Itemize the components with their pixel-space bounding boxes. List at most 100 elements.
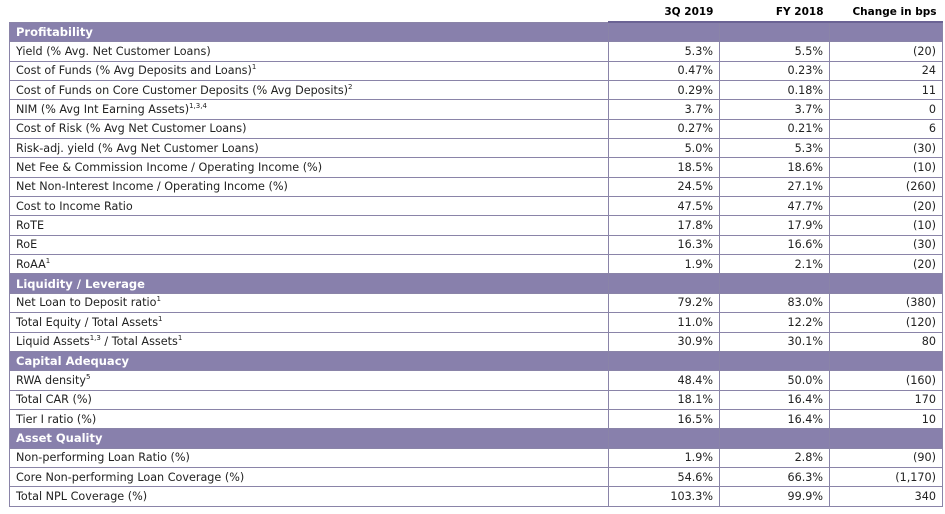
row-label: RoTE [9, 215, 609, 236]
value-fy2018: 17.9% [719, 215, 830, 236]
table-row: Total CAR (%) 18.1% 16.4% 170 [9, 389, 943, 410]
table-row: Net Loan to Deposit ratio1 79.2% 83.0% (… [9, 292, 943, 314]
value-fy2018: 27.1% [719, 176, 830, 198]
section-capital-adequacy: Capital Adequacy [9, 350, 943, 372]
value-change: (1,170) [829, 466, 943, 488]
section-title: Liquidity / Leverage [9, 273, 609, 294]
row-label: Tier I ratio (%) [9, 408, 609, 430]
value-change: (120) [829, 312, 943, 333]
value-fy2018: 0.23% [719, 60, 830, 82]
row-label: RoAA1 [9, 254, 609, 275]
value-change: 80 [829, 331, 943, 352]
value-change: 24 [829, 60, 943, 82]
row-label: Cost to Income Ratio [9, 196, 609, 217]
row-label: Net Loan to Deposit ratio1 [9, 292, 609, 314]
value-3q2019: 0.29% [608, 80, 720, 101]
value-3q2019: 18.5% [608, 157, 720, 178]
value-fy2018: 12.2% [719, 312, 830, 333]
footnote-ref: 5 [86, 372, 91, 381]
value-fy2018: 0.18% [719, 80, 830, 101]
value-fy2018: 99.9% [719, 486, 830, 507]
value-fy2018: 18.6% [719, 157, 830, 178]
value-3q2019: 16.3% [608, 234, 720, 256]
section-asset-quality: Asset Quality [9, 428, 943, 449]
row-label: NIM (% Avg Int Earning Assets)1,3,4 [9, 99, 609, 120]
table-row: Yield (% Avg. Net Customer Loans) 5.3% 5… [9, 41, 943, 62]
header-3q2019: 3Q 2019 [608, 2, 720, 23]
value-fy2018: 3.7% [719, 99, 830, 120]
value-change: 0 [829, 99, 943, 120]
header-blank [10, 2, 609, 22]
footnote-ref: 1,3,4 [189, 102, 207, 111]
value-3q2019: 16.5% [608, 408, 720, 430]
value-3q2019: 54.6% [608, 466, 720, 488]
footnote-ref: 1 [177, 334, 183, 343]
value-change: (10) [829, 157, 943, 178]
table-row: Total NPL Coverage (%) 103.3% 99.9% 340 [9, 486, 943, 507]
value-fy2018: 16.4% [719, 389, 830, 410]
footnote-ref: 1 [251, 63, 257, 72]
value-3q2019: 103.3% [608, 486, 720, 507]
section-profitability: Profitability [9, 21, 943, 43]
value-3q2019: 17.8% [608, 215, 720, 236]
kpi-table: 3Q 2019 FY 2018 Change in bps Profitabil… [9, 2, 943, 507]
table-row: Cost to Income Ratio 47.5% 47.7% (20) [9, 196, 943, 217]
value-3q2019: 0.27% [608, 118, 720, 140]
value-3q2019: 1.9% [608, 254, 720, 275]
section-liquidity: Liquidity / Leverage [9, 273, 943, 294]
value-change: (380) [829, 292, 943, 314]
value-3q2019: 18.1% [608, 389, 720, 410]
table-row: Total Equity / Total Assets1 11.0% 12.2%… [9, 312, 943, 333]
value-change: 6 [829, 118, 943, 140]
footnote-ref: 1 [156, 295, 161, 304]
table-row: Core Non-performing Loan Coverage (%) 54… [9, 466, 943, 488]
section-title: Asset Quality [9, 428, 609, 449]
value-fy2018: 16.4% [719, 408, 830, 430]
row-label: Net Non-Interest Income / Operating Inco… [9, 176, 609, 198]
table-row: RoAA1 1.9% 2.1% (20) [9, 254, 943, 275]
value-change: 11 [829, 80, 943, 101]
row-label: Yield (% Avg. Net Customer Loans) [9, 41, 609, 62]
value-3q2019: 0.47% [608, 60, 720, 82]
value-3q2019: 1.9% [608, 447, 720, 468]
value-change: (10) [829, 215, 943, 236]
value-change: (90) [829, 447, 943, 468]
row-label: Core Non-performing Loan Coverage (%) [9, 466, 609, 488]
row-label: Cost of Risk (% Avg Net Customer Loans) [9, 118, 609, 140]
row-label: Cost of Funds (% Avg Deposits and Loans)… [9, 60, 609, 82]
value-3q2019: 79.2% [608, 292, 720, 314]
value-3q2019: 48.4% [608, 370, 720, 391]
value-3q2019: 24.5% [608, 176, 720, 198]
value-3q2019: 11.0% [608, 312, 720, 333]
value-fy2018: 2.1% [719, 254, 830, 275]
value-fy2018: 30.1% [719, 331, 830, 352]
header-row: 3Q 2019 FY 2018 Change in bps [10, 2, 943, 23]
value-fy2018: 5.3% [719, 138, 830, 159]
value-fy2018: 2.8% [719, 447, 830, 468]
header-fy2018: FY 2018 [719, 2, 830, 23]
row-label: Cost of Funds on Core Customer Deposits … [9, 80, 609, 101]
footnote-ref: 2 [348, 82, 353, 91]
row-label: Liquid Assets1,3 / Total Assets1 [9, 331, 609, 352]
footnote-ref: 1 [158, 314, 163, 323]
value-fy2018: 16.6% [719, 234, 830, 256]
table-row: Liquid Assets1,3 / Total Assets1 30.9% 3… [9, 331, 943, 352]
value-fy2018: 66.3% [719, 466, 830, 488]
value-change: 10 [829, 408, 943, 430]
value-change: (20) [829, 196, 943, 217]
table-row: Non-performing Loan Ratio (%) 1.9% 2.8% … [9, 447, 943, 468]
row-label: Total Equity / Total Assets1 [9, 312, 609, 333]
value-3q2019: 5.0% [608, 138, 720, 159]
row-label: RoE [9, 234, 609, 256]
value-3q2019: 30.9% [608, 331, 720, 352]
table-row: RWA density5 48.4% 50.0% (160) [9, 370, 943, 391]
value-3q2019: 5.3% [608, 41, 720, 62]
row-label: Risk-adj. yield (% Avg Net Customer Loan… [9, 138, 609, 159]
section-title: Capital Adequacy [9, 350, 609, 372]
table-row: Net Non-Interest Income / Operating Inco… [9, 176, 943, 198]
table-row: Net Fee & Commission Income / Operating … [9, 157, 943, 178]
table-row: RoTE 17.8% 17.9% (10) [9, 215, 943, 236]
table-row: Risk-adj. yield (% Avg Net Customer Loan… [9, 138, 943, 159]
value-change: (20) [829, 41, 943, 62]
